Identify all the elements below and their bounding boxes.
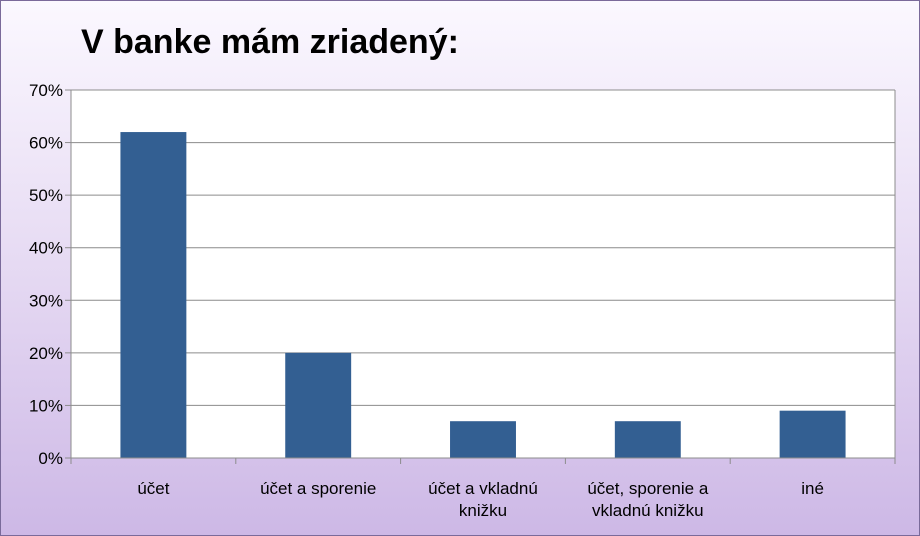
gridlines — [65, 89, 895, 459]
plot-area — [71, 90, 895, 458]
y-tick-label: 20% — [29, 344, 63, 363]
x-tick-label: účet a sporenie — [260, 479, 376, 498]
bars — [120, 132, 846, 459]
x-tick-label-line: účet, sporenie a — [587, 479, 709, 498]
y-tick-label: 70% — [29, 81, 63, 100]
y-tick-label: 40% — [29, 239, 63, 258]
x-tick-label-line: iné — [801, 479, 824, 498]
axes — [70, 90, 896, 464]
y-tick-label: 50% — [29, 186, 63, 205]
bar — [779, 410, 846, 458]
x-tick-label-line: účet — [137, 479, 169, 498]
bar — [120, 132, 187, 459]
chart-title: V banke mám zriadený: — [81, 23, 459, 61]
y-tick-label: 30% — [29, 291, 63, 310]
x-tick-label-line: vkladnú knižku — [592, 501, 704, 520]
y-tick-label: 10% — [29, 396, 63, 415]
x-tick-labels: účet účet a sporenie účet a vkladnú knižkuú… — [137, 479, 824, 520]
x-tick-label-line: účet a vkladnú — [428, 479, 538, 498]
y-tick-labels: 0% 10% 20% 30% 40% 50% 60% 70% — [29, 81, 63, 468]
x-tick-label: účet, sporenie a vkladnú knižku — [587, 479, 709, 520]
bar — [285, 352, 352, 458]
x-tick-label: účet — [137, 479, 169, 498]
x-tick-label-line: knižku — [459, 501, 507, 520]
x-tick-label-line: účet a sporenie — [260, 479, 376, 498]
x-tick-label: iné — [801, 479, 824, 498]
x-tick-label: účet a vkladnú knižku — [428, 479, 538, 520]
y-tick-label: 0% — [38, 449, 63, 468]
bar — [614, 421, 681, 458]
bar — [450, 421, 516, 458]
y-tick-label: 60% — [29, 134, 63, 153]
